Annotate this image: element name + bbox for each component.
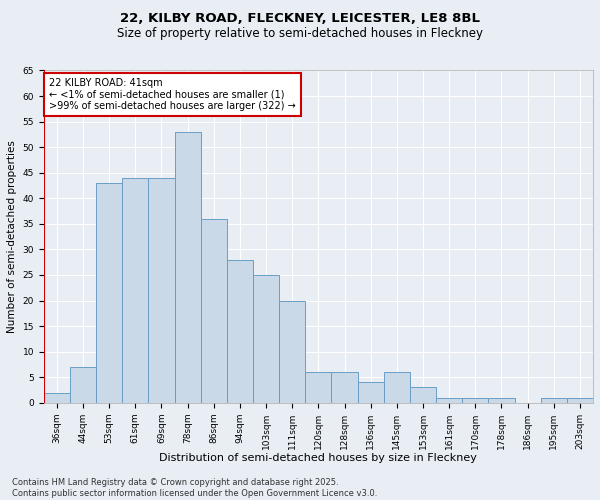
Bar (253, 275, 279, 403)
Bar (331, 372, 358, 403)
Bar (200, 218, 227, 403)
Bar (70, 367, 96, 403)
Bar (96, 183, 122, 403)
Bar (305, 372, 331, 403)
Bar (358, 382, 384, 403)
Bar (488, 398, 515, 403)
X-axis label: Distribution of semi-detached houses by size in Fleckney: Distribution of semi-detached houses by … (160, 453, 478, 463)
Text: 22 KILBY ROAD: 41sqm
← <1% of semi-detached houses are smaller (1)
>99% of semi-: 22 KILBY ROAD: 41sqm ← <1% of semi-detac… (49, 78, 296, 112)
Bar (148, 178, 175, 403)
Y-axis label: Number of semi-detached properties: Number of semi-detached properties (7, 140, 17, 333)
Text: 22, KILBY ROAD, FLECKNEY, LEICESTER, LE8 8BL: 22, KILBY ROAD, FLECKNEY, LEICESTER, LE8… (120, 12, 480, 26)
Bar (227, 260, 253, 403)
Text: Size of property relative to semi-detached houses in Fleckney: Size of property relative to semi-detach… (117, 28, 483, 40)
Bar (436, 398, 462, 403)
Bar (541, 398, 567, 403)
Bar (462, 398, 488, 403)
Bar (279, 300, 305, 403)
Bar (410, 388, 436, 403)
Bar (175, 132, 200, 403)
Text: Contains HM Land Registry data © Crown copyright and database right 2025.
Contai: Contains HM Land Registry data © Crown c… (12, 478, 377, 498)
Bar (567, 398, 593, 403)
Bar (122, 178, 148, 403)
Bar (384, 372, 410, 403)
Bar (44, 392, 70, 403)
